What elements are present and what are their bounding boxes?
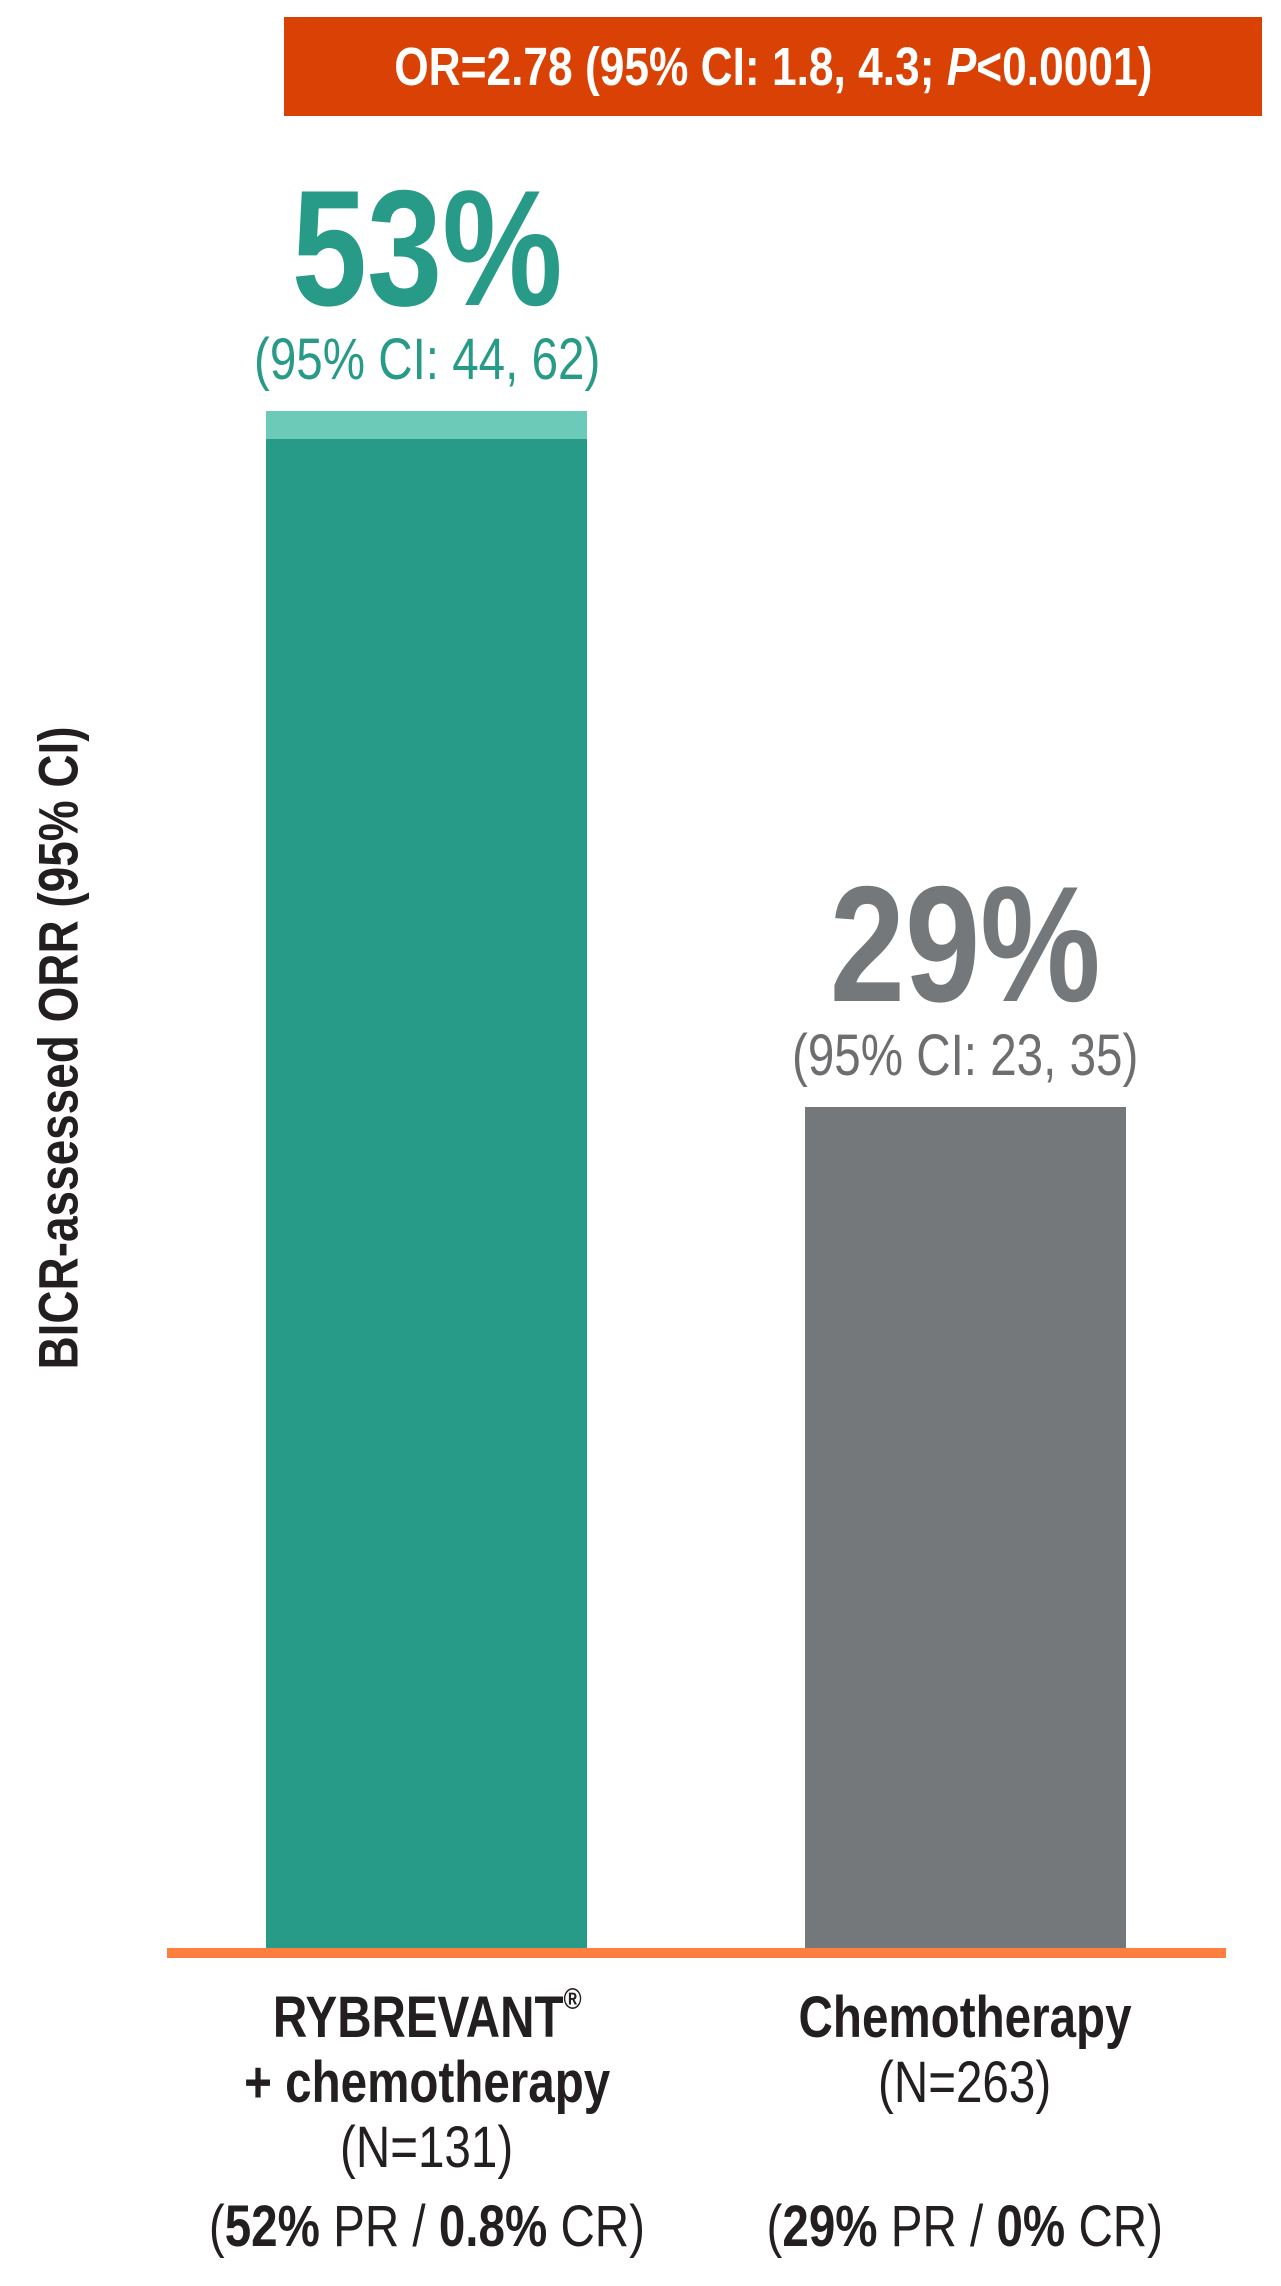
bar-ci-label-chemotherapy: (95% CI: 23, 35)	[791, 1023, 1139, 1088]
p-value: <0.0001)	[976, 36, 1153, 97]
bar-value-label-chemotherapy: 29%	[829, 852, 1101, 1036]
bar-ci-cap-rybrevant	[266, 411, 587, 439]
odds-ratio-banner: OR=2.78 (95% CI: 1.8, 4.3; P<0.0001)	[284, 17, 1262, 116]
bar-chemotherapy	[805, 1107, 1126, 1948]
p-label: P	[946, 36, 977, 97]
bar-ci-label-rybrevant: (95% CI: 44, 62)	[253, 327, 601, 392]
bar-rybrevant	[266, 411, 587, 1948]
odds-ratio-text: OR=2.78 (95% CI: 1.8, 4.3;	[393, 36, 947, 97]
bar-value-label-rybrevant: 53%	[291, 156, 563, 340]
x-label-chemotherapy: Chemotherapy (N=263) (29% PR / 0% CR)	[766, 1985, 1164, 2259]
x-axis-line	[167, 1948, 1226, 1958]
x-label-rybrevant: RYBREVANT® + chemotherapy (N=131) (52% P…	[208, 1983, 646, 2260]
